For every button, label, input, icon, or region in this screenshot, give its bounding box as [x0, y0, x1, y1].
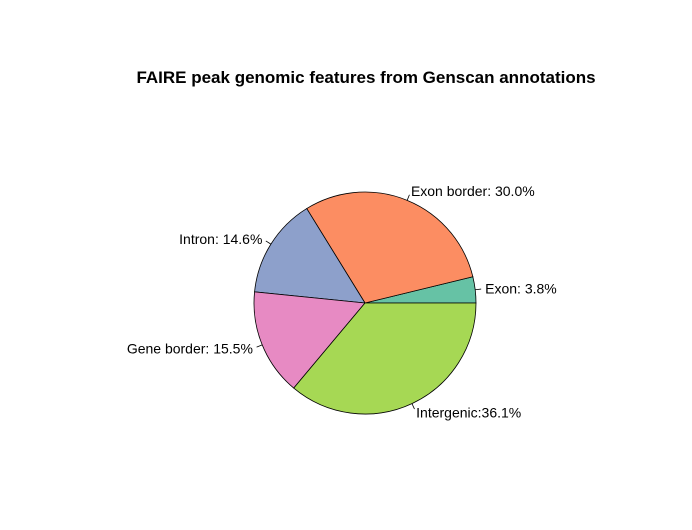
pie-slices: [253, 191, 477, 415]
label-leaders: [256, 194, 482, 410]
leader-line-exon: [475, 288, 482, 291]
leader-line-intron: [265, 240, 272, 245]
leader-line-intergenic: [411, 403, 415, 410]
slice-label-exon-border: Exon border: 30.0%: [411, 183, 535, 199]
slice-label-exon: Exon: 3.8%: [485, 281, 557, 297]
slice-label-intron: Intron: 14.6%: [179, 231, 262, 247]
leader-line-gene-border: [256, 344, 263, 348]
slice-label-intergenic: Intergenic:36.1%: [416, 405, 521, 421]
slice-label-gene-border: Gene border: 15.5%: [127, 341, 253, 357]
leader-line-exon-border: [406, 194, 410, 201]
chart-title: FAIRE peak genomic features from Genscan…: [136, 68, 595, 87]
pie-slice-intron: [254, 207, 366, 304]
pie-slice-intergenic: [293, 302, 477, 415]
slice-labels: Exon: 3.8% Exon border: 30.0% Intron: 14.6…: [127, 183, 557, 421]
pie-slice-gene-border: [253, 291, 366, 389]
